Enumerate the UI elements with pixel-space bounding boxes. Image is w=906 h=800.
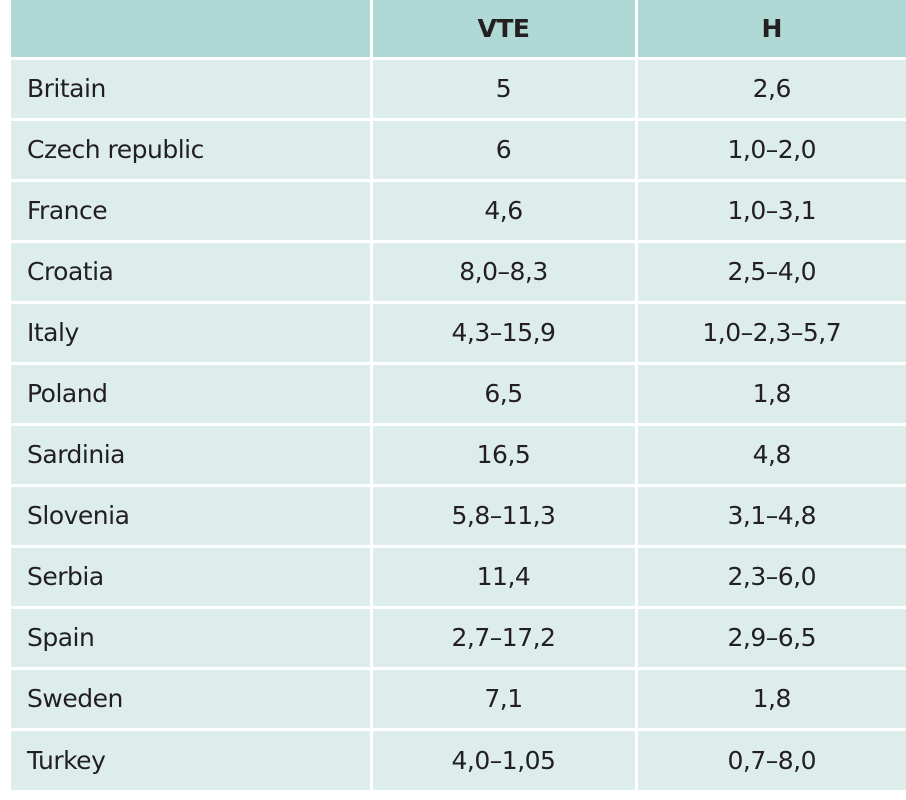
cell-country: Czech republic	[11, 117, 373, 180]
header-country	[11, 0, 373, 58]
cell-h: 1,8	[636, 361, 906, 424]
table-row: Croatia 8,0–8,3 2,5–4,0	[11, 239, 906, 302]
cell-country: Spain	[11, 605, 373, 668]
prevalence-table: VTE H Britain 5 2,6 Czech republic 6 1,0…	[11, 0, 906, 790]
cell-h: 1,0–2,0	[636, 117, 906, 180]
cell-h: 1,0–2,3–5,7	[636, 300, 906, 363]
cell-vte: 16,5	[371, 422, 638, 485]
cell-vte: 2,7–17,2	[371, 605, 638, 668]
cell-country: Croatia	[11, 239, 373, 302]
cell-country: Italy	[11, 300, 373, 363]
cell-country: France	[11, 178, 373, 241]
table-row: France 4,6 1,0–3,1	[11, 178, 906, 241]
cell-h: 3,1–4,8	[636, 483, 906, 546]
cell-country: Sweden	[11, 666, 373, 729]
table-header-row: VTE H	[11, 0, 906, 58]
table-row: Sardinia 16,5 4,8	[11, 422, 906, 485]
cell-vte: 4,3–15,9	[371, 300, 638, 363]
cell-h: 2,6	[636, 56, 906, 119]
cell-h: 4,8	[636, 422, 906, 485]
cell-h: 0,7–8,0	[636, 727, 906, 790]
cell-h: 2,9–6,5	[636, 605, 906, 668]
cell-h: 1,8	[636, 666, 906, 729]
cell-h: 2,5–4,0	[636, 239, 906, 302]
cell-vte: 8,0–8,3	[371, 239, 638, 302]
table-row: Italy 4,3–15,9 1,0–2,3–5,7	[11, 300, 906, 363]
cell-vte: 11,4	[371, 544, 638, 607]
cell-country: Turkey	[11, 727, 373, 790]
table-row: Czech republic 6 1,0–2,0	[11, 117, 906, 180]
cell-vte: 6	[371, 117, 638, 180]
table-row: Turkey 4,0–1,05 0,7–8,0	[11, 727, 906, 790]
table-row: Slovenia 5,8–11,3 3,1–4,8	[11, 483, 906, 546]
cell-vte: 5,8–11,3	[371, 483, 638, 546]
cell-vte: 6,5	[371, 361, 638, 424]
cell-vte: 4,6	[371, 178, 638, 241]
cell-vte: 4,0–1,05	[371, 727, 638, 790]
table-row: Spain 2,7–17,2 2,9–6,5	[11, 605, 906, 668]
cell-country: Serbia	[11, 544, 373, 607]
cell-country: Poland	[11, 361, 373, 424]
table-row: Britain 5 2,6	[11, 56, 906, 119]
table-row: Serbia 11,4 2,3–6,0	[11, 544, 906, 607]
header-h: H	[636, 0, 906, 58]
cell-h: 1,0–3,1	[636, 178, 906, 241]
cell-country: Sardinia	[11, 422, 373, 485]
table-row: Poland 6,5 1,8	[11, 361, 906, 424]
cell-h: 2,3–6,0	[636, 544, 906, 607]
data-table-container: VTE H Britain 5 2,6 Czech republic 6 1,0…	[11, 0, 906, 793]
header-vte: VTE	[371, 0, 638, 58]
cell-country: Britain	[11, 56, 373, 119]
table-row: Sweden 7,1 1,8	[11, 666, 906, 729]
cell-vte: 7,1	[371, 666, 638, 729]
cell-country: Slovenia	[11, 483, 373, 546]
cell-vte: 5	[371, 56, 638, 119]
